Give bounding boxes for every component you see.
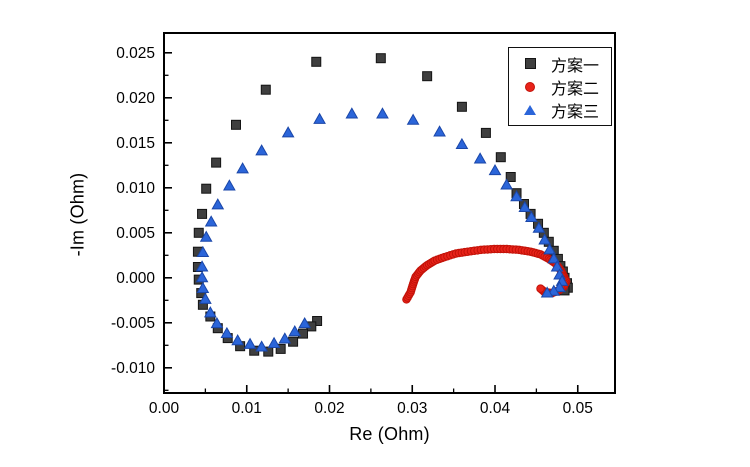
triangle-data-point: [223, 179, 236, 191]
triangle-data-point: [211, 198, 225, 210]
x-tick-label: 0.05: [563, 400, 593, 417]
y-tick-label: 0.010: [116, 180, 155, 197]
y-tick-label: -0.010: [111, 360, 155, 377]
triangle-data-point: [196, 281, 210, 294]
legend-label-series2: 方案二: [551, 80, 600, 98]
triangle-data-point: [203, 306, 217, 318]
triangle-marker-icon: [519, 104, 541, 115]
triangle-data-point: [195, 271, 209, 283]
triangle-data-point: [243, 337, 257, 349]
square-data-point: [275, 343, 286, 354]
square-data-point: [375, 53, 386, 64]
triangle-data-point: [543, 243, 556, 255]
y-tick-label: 0.015: [116, 135, 155, 152]
triangle-data-point: [204, 215, 218, 227]
legend-label-series1: 方案一: [551, 57, 600, 75]
x-tick-label: 0.04: [480, 400, 511, 417]
triangle-data-point: [532, 221, 546, 233]
square-data-point: [312, 316, 323, 326]
triangle-data-point: [345, 107, 359, 119]
x-tick-label: 0.03: [397, 400, 427, 417]
square-data-point: [480, 127, 491, 138]
square-data-point: [505, 172, 516, 182]
triangle-data-point: [255, 340, 269, 352]
square-data-point: [211, 157, 222, 168]
square-data-point: [197, 208, 208, 219]
square-data-point: [422, 71, 433, 82]
square-data-point: [201, 183, 212, 194]
y-tick-label: 0.000: [116, 270, 155, 287]
triangle-data-point: [298, 316, 312, 329]
triangle-data-point: [550, 260, 564, 272]
triangle-data-point: [210, 316, 224, 329]
y-tick-label: 0.025: [116, 45, 155, 62]
legend: 方案一 方案二 方案三: [508, 47, 612, 126]
y-tick-label: 0.005: [116, 225, 155, 242]
y-tick-label: -0.005: [111, 315, 155, 332]
triangle-data-point: [313, 112, 326, 124]
y-tick-label: 0.020: [116, 90, 155, 107]
x-axis-title: Re (Ohm): [349, 424, 430, 444]
triangle-data-point: [376, 107, 389, 119]
legend-item-series1: 方案一: [519, 54, 603, 75]
triangle-data-point: [195, 260, 209, 272]
square-marker-icon: [519, 58, 541, 69]
triangle-data-point: [255, 144, 269, 156]
triangle-data-point: [231, 334, 245, 346]
triangle-data-point: [500, 178, 513, 190]
triangle-data-point: [406, 113, 420, 125]
triangle-data-point: [488, 163, 502, 176]
square-data-point: [230, 119, 241, 130]
triangle-data-point: [547, 284, 561, 296]
triangle-data-point: [196, 245, 210, 258]
triangle-data-point: [518, 200, 532, 213]
triangle-data-point: [199, 292, 212, 304]
triangle-data-point: [433, 125, 446, 137]
triangle-data-point: [267, 336, 281, 348]
triangle-data-point: [540, 286, 554, 298]
triangle-data-point: [553, 280, 566, 293]
triangle-data-point: [525, 210, 538, 222]
axis-box: [163, 32, 616, 394]
circle-marker-icon: [519, 81, 541, 92]
triangle-data-point: [288, 325, 302, 337]
x-tick-label: 0.00: [149, 400, 180, 417]
square-data-point: [193, 227, 204, 238]
square-data-point: [311, 56, 322, 67]
triangle-data-point: [510, 190, 523, 202]
x-tick-label: 0.01: [232, 400, 262, 417]
series-3-markers: [195, 107, 569, 352]
legend-item-series2: 方案二: [519, 77, 603, 98]
triangle-data-point: [473, 152, 487, 164]
triangle-data-point: [455, 137, 469, 150]
legend-item-series3: 方案三: [519, 100, 603, 121]
square-data-point: [456, 101, 467, 112]
triangle-data-point: [220, 326, 234, 339]
triangle-data-point: [236, 162, 249, 174]
triangle-data-point: [281, 126, 295, 138]
legend-label-series3: 方案三: [551, 103, 600, 121]
square-data-point: [495, 152, 506, 163]
circle-data-point: [536, 284, 545, 293]
y-axis-title: -Im (Ohm): [67, 172, 88, 257]
square-data-point: [260, 84, 271, 95]
square-data-point: [298, 328, 309, 339]
triangle-data-point: [278, 332, 292, 344]
triangle-data-point: [199, 230, 213, 242]
triangle-data-point: [547, 252, 561, 264]
triangle-data-point: [538, 233, 552, 245]
x-tick-label: 0.02: [314, 400, 344, 417]
